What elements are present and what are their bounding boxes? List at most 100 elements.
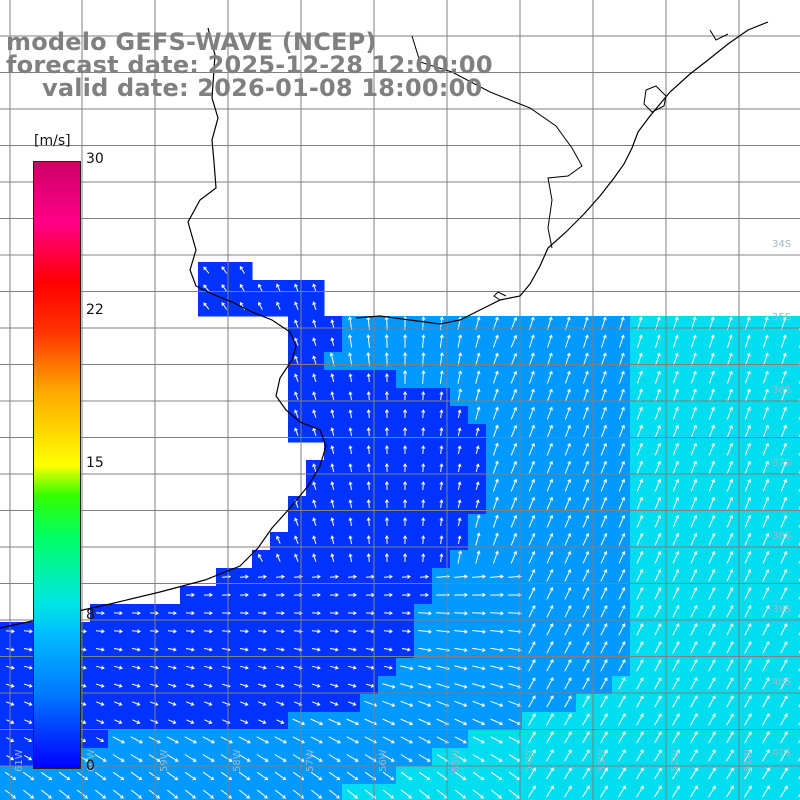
wind-arrow <box>184 736 197 744</box>
country-border <box>411 35 583 301</box>
wind-arrow <box>708 604 716 618</box>
wind-arrow <box>672 442 679 456</box>
wind-arrow <box>690 496 698 510</box>
field-cell <box>792 424 800 443</box>
wind-arrow <box>708 532 716 546</box>
wind-arrow <box>439 535 444 545</box>
wind-arrow <box>312 337 317 347</box>
wind-arrow <box>383 592 393 598</box>
wind-arrow <box>708 767 716 780</box>
wind-arrow <box>690 695 698 708</box>
wind-arrow <box>421 535 426 545</box>
wind-arrow <box>421 427 426 437</box>
wind-arrow <box>654 785 662 798</box>
wind-arrow <box>744 496 752 510</box>
wind-arrow <box>400 718 414 726</box>
wind-arrow <box>366 391 371 401</box>
field-cell <box>414 784 433 800</box>
wind-arrow <box>421 334 426 348</box>
wind-arrow <box>762 677 770 690</box>
wind-arrow <box>348 701 357 706</box>
wind-arrow <box>582 568 590 582</box>
colorbar <box>33 161 81 769</box>
wind-arrow <box>166 789 179 799</box>
wind-arrow <box>96 737 105 743</box>
wind-arrow <box>636 550 644 564</box>
wind-arrow <box>439 409 444 419</box>
wind-arrow <box>762 388 769 402</box>
wind-arrow <box>582 767 590 780</box>
wind-arrow <box>654 641 662 654</box>
wind-arrow <box>780 749 788 762</box>
wind-arrow <box>708 478 716 492</box>
wind-arrow <box>221 284 228 292</box>
wind-arrow <box>312 517 317 527</box>
wind-arrow <box>762 406 769 420</box>
wind-arrow <box>311 611 321 616</box>
wind-arrow <box>744 623 752 636</box>
wind-arrow <box>403 370 408 384</box>
wind-arrow <box>726 532 734 546</box>
wind-arrow <box>311 629 321 634</box>
wind-arrow <box>600 478 608 492</box>
wind-arrow <box>186 701 195 706</box>
wind-arrow <box>490 771 503 781</box>
wind-arrow <box>384 499 389 509</box>
wind-arrow <box>619 352 625 366</box>
wind-arrow <box>672 785 680 798</box>
wind-arrow <box>203 284 210 292</box>
field-cell <box>270 784 289 800</box>
wind-arrow <box>112 789 125 799</box>
wind-arrow <box>582 388 589 402</box>
wind-arrow <box>457 334 463 348</box>
wind-arrow <box>762 713 770 726</box>
wind-arrow <box>510 460 518 474</box>
wind-arrow <box>744 550 752 564</box>
wind-arrow <box>762 568 770 582</box>
wind-arrow <box>672 424 679 438</box>
wind-arrow <box>421 481 426 491</box>
wind-arrow <box>492 532 499 546</box>
wind-arrow <box>510 532 518 546</box>
wind-arrow <box>546 641 554 654</box>
wind-arrow <box>112 736 125 744</box>
wind-arrow <box>528 442 535 456</box>
wind-arrow <box>601 334 607 348</box>
wind-arrow <box>564 514 572 528</box>
wind-arrow <box>708 586 716 600</box>
wind-arrow <box>439 499 444 509</box>
wind-arrow <box>546 713 554 726</box>
wind-arrow <box>618 695 626 708</box>
wind-arrow <box>582 550 590 564</box>
wind-arrow <box>475 463 480 473</box>
wind-arrow <box>744 713 752 726</box>
wind-arrow <box>294 283 299 292</box>
wind-arrow <box>582 586 590 600</box>
field-cell <box>792 550 800 569</box>
wind-arrow <box>636 460 643 474</box>
wind-arrow <box>401 647 411 652</box>
wind-arrow <box>58 789 71 799</box>
wind-arrow <box>348 463 353 473</box>
wind-arrow <box>726 785 734 798</box>
wind-arrow <box>238 736 251 744</box>
wind-arrow <box>690 731 698 744</box>
wind-arrow <box>418 611 432 616</box>
wind-arrow <box>618 532 626 546</box>
wind-arrow <box>330 499 335 509</box>
wind-arrow <box>457 427 462 437</box>
wind-arrow <box>276 535 281 544</box>
wind-arrow <box>744 641 752 654</box>
field-cell <box>108 784 127 800</box>
field-cell <box>72 784 91 800</box>
wind-arrow <box>328 789 341 799</box>
wind-arrow <box>112 771 125 781</box>
wind-arrow <box>636 695 644 708</box>
wind-arrow <box>275 647 285 652</box>
wind-arrow <box>346 771 359 781</box>
wind-arrow <box>780 424 787 438</box>
wind-arrow <box>654 370 661 384</box>
wind-arrow <box>690 406 697 420</box>
wind-arrow <box>23 683 33 688</box>
wind-arrow <box>382 789 395 799</box>
